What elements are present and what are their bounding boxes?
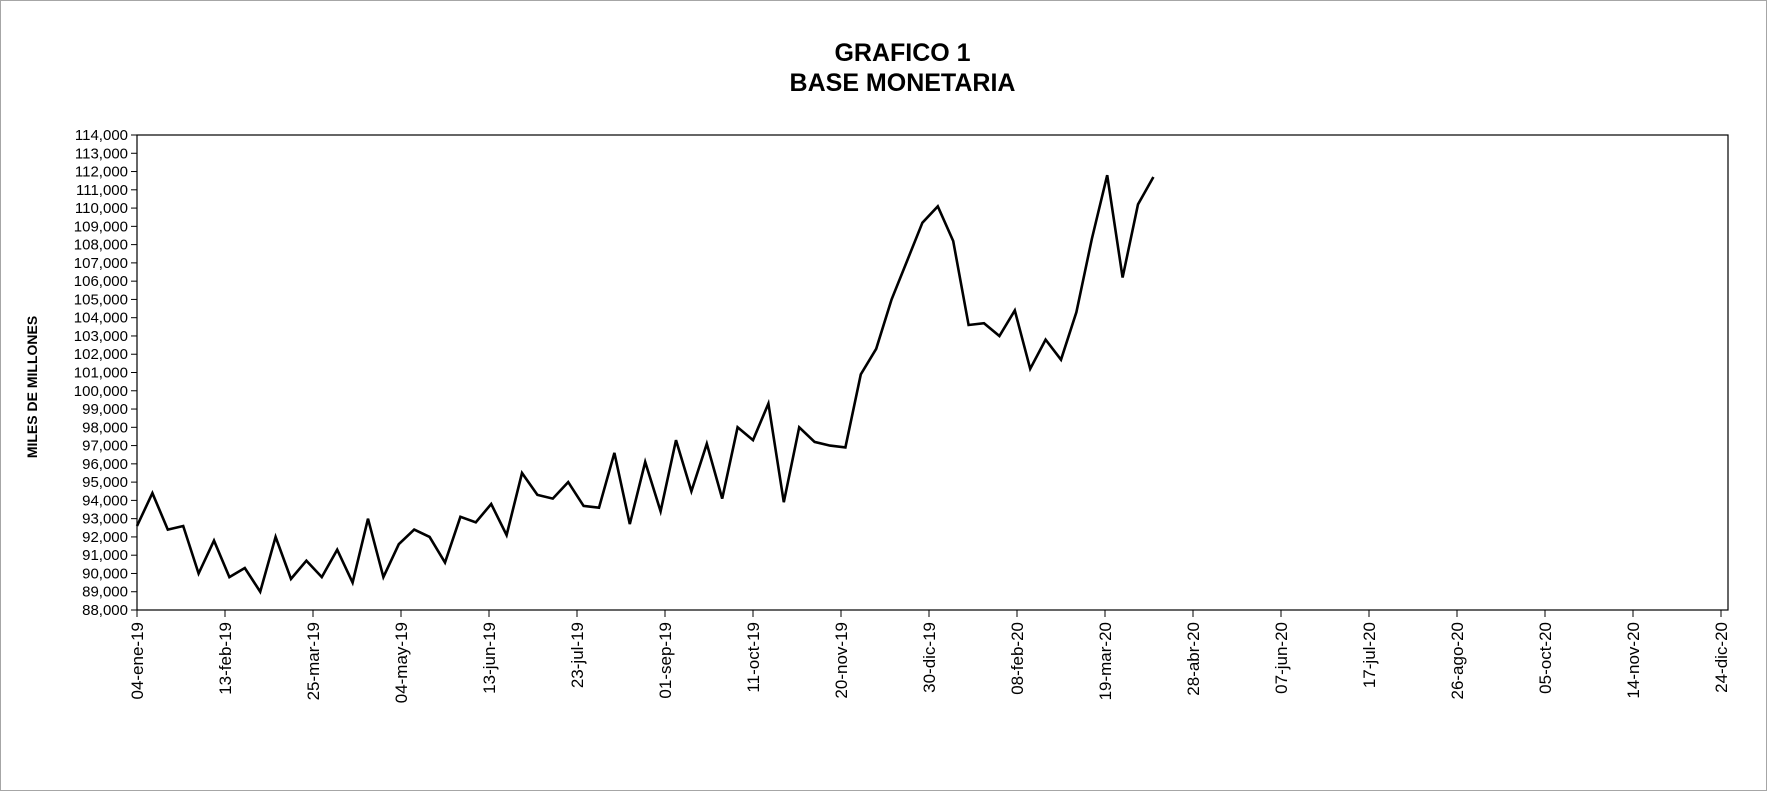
y-tick-label: 98,000 (82, 419, 128, 436)
series-line (135, 174, 1155, 595)
x-tick-label: 01-sep-19 (656, 622, 675, 699)
y-axis-title: MILES DE MILLONES (24, 316, 40, 458)
y-tick-label: 103,000 (74, 328, 128, 345)
y-tick-label: 111,000 (76, 182, 128, 199)
x-tick-label: 19-mar-20 (1096, 622, 1115, 700)
y-tick-label: 110,000 (75, 200, 128, 217)
chart-title-block: GRAFICO 1 BASE MONETARIA (0, 38, 1767, 98)
y-tick-label: 114,000 (75, 127, 128, 144)
chart-subtitle: BASE MONETARIA (789, 69, 1016, 97)
chart-title: GRAFICO 1 (834, 39, 971, 67)
x-tick-label: 30-dic-19 (920, 622, 939, 693)
x-tick-label: 04-may-19 (392, 622, 411, 703)
x-tick-label: 14-nov-20 (1624, 622, 1643, 699)
y-tick-label: 100,000 (74, 383, 128, 400)
y-tick-label: 113,000 (75, 145, 128, 162)
x-tick-label: 11-oct-19 (744, 622, 763, 693)
plot-area (136, 134, 1729, 611)
x-tick-label: 17-jul-20 (1360, 622, 1379, 688)
y-tick-label: 97,000 (82, 438, 128, 455)
series-points (135, 173, 1155, 594)
x-tick-label: 25-mar-19 (304, 622, 323, 700)
y-tick-label: 106,000 (74, 273, 128, 290)
x-tick-label: 13-feb-19 (216, 622, 235, 695)
y-tick-label: 93,000 (82, 511, 128, 528)
y-tick-label: 101,000 (74, 365, 128, 382)
y-tick-label: 109,000 (74, 218, 128, 235)
y-tick-label: 99,000 (82, 401, 128, 418)
y-tick-label: 88,000 (82, 602, 128, 619)
y-tick-label: 105,000 (74, 291, 128, 308)
y-tick-label: 95,000 (82, 474, 128, 491)
y-tick-label: 94,000 (82, 492, 128, 509)
y-tick-label: 96,000 (82, 456, 128, 473)
x-tick-label: 08-feb-20 (1008, 622, 1027, 695)
x-tick-label: 20-nov-19 (832, 622, 851, 699)
y-tick-label: 108,000 (74, 237, 128, 254)
y-tick-label: 90,000 (82, 565, 128, 582)
x-tick-label: 23-jul-19 (568, 622, 587, 688)
y-tick-label: 112,000 (75, 164, 128, 181)
y-tick-label: 102,000 (74, 346, 128, 363)
x-tick-label: 04-ene-19 (128, 622, 147, 700)
y-tick-label: 91,000 (82, 547, 128, 564)
y-tick-label: 107,000 (74, 255, 128, 272)
x-tick-label: 26-ago-20 (1448, 622, 1467, 700)
y-tick-label: 89,000 (82, 584, 128, 601)
x-tick-label: 24-dic-20 (1712, 622, 1731, 693)
x-tick-label: 07-jun-20 (1272, 622, 1291, 694)
x-tick-label: 05-oct-20 (1536, 622, 1555, 694)
x-tick-label: 13-jun-19 (480, 622, 499, 694)
x-axis: 04-ene-19 13-feb-19 25-mar-19 04-may-19 13-j… (128, 610, 1731, 703)
y-tick-label: 92,000 (82, 529, 128, 546)
y-tick-label: 104,000 (74, 310, 128, 327)
x-tick-label: 28-abr-20 (1184, 622, 1203, 696)
